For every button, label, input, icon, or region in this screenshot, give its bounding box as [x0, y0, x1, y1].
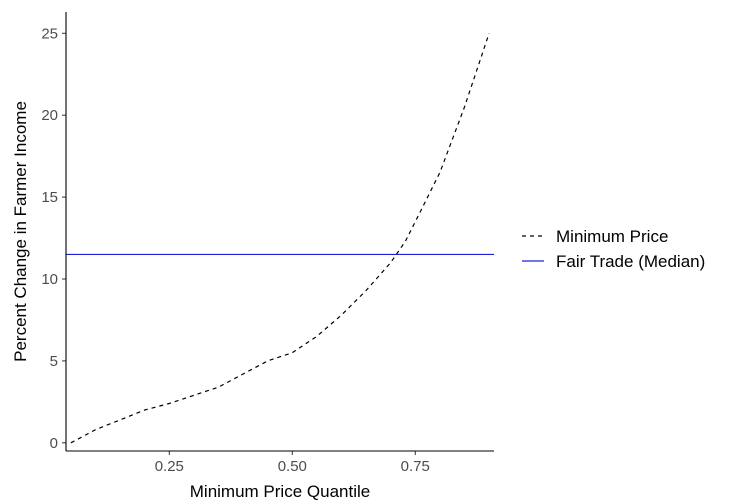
x-axis-ticks: 0.25 0.50 0.75 [155, 451, 430, 475]
y-axis-title: Percent Change in Farmer Income [11, 101, 30, 362]
y-tick-label: 15 [41, 189, 58, 206]
x-tick-label: 0.50 [278, 458, 307, 475]
x-axis-title: Minimum Price Quantile [190, 482, 370, 501]
x-tick-label: 0.25 [155, 458, 184, 475]
y-tick-label: 20 [41, 107, 58, 124]
plot-lines [66, 33, 494, 444]
series-line-minimum-price [70, 33, 490, 444]
y-tick-label: 0 [50, 435, 58, 452]
x-tick-label: 0.75 [401, 458, 430, 475]
legend-label: Fair Trade (Median) [556, 252, 705, 271]
y-axis-ticks: 0 5 10 15 20 25 [41, 25, 66, 452]
legend-label: Minimum Price [556, 227, 668, 246]
y-tick-label: 5 [50, 353, 58, 370]
legend: Minimum Price Fair Trade (Median) [522, 227, 705, 271]
y-tick-label: 25 [41, 25, 58, 42]
y-tick-label: 10 [41, 271, 58, 288]
